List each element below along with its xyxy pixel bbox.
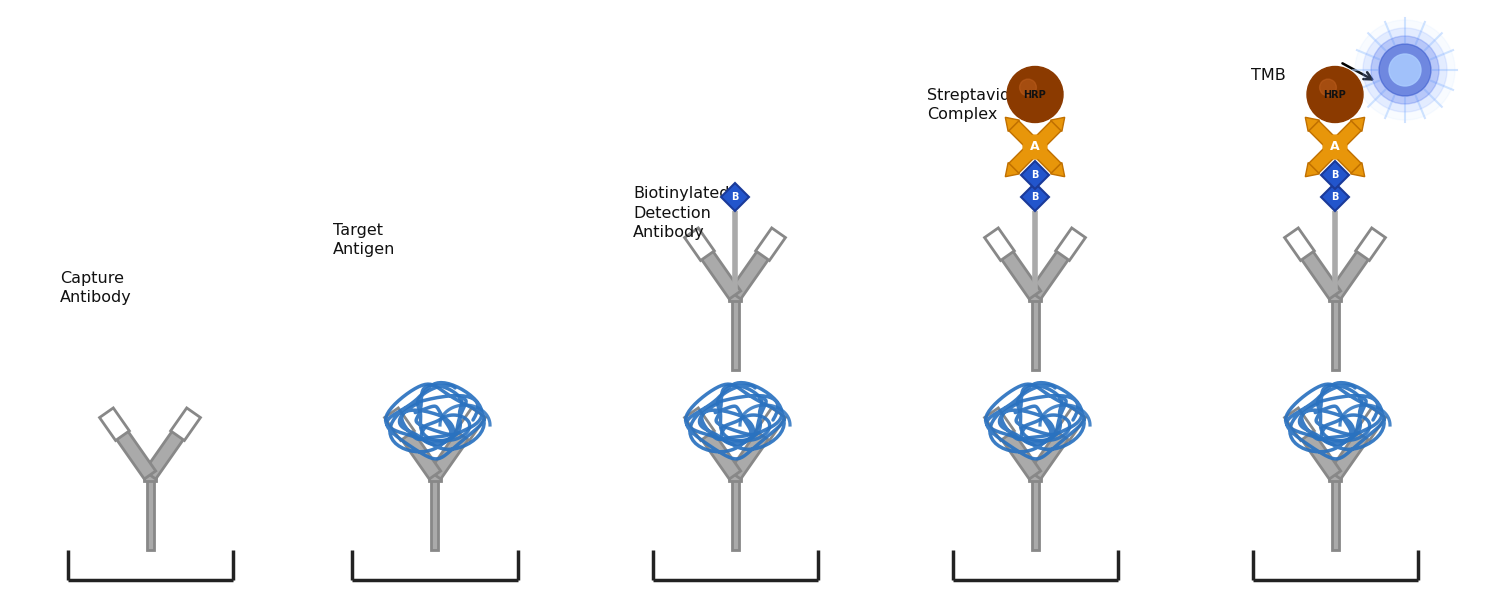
Bar (429, 426, 472, 479)
Text: A: A (1330, 140, 1340, 154)
Text: B: B (1032, 192, 1038, 202)
Bar (1284, 408, 1314, 440)
Bar (1332, 295, 1338, 370)
Polygon shape (1022, 183, 1048, 211)
Bar (1329, 246, 1372, 299)
Text: Capture
Antibody: Capture Antibody (60, 271, 132, 305)
Bar (698, 246, 741, 299)
Circle shape (1364, 28, 1448, 112)
Polygon shape (1322, 161, 1348, 189)
Polygon shape (1305, 163, 1320, 176)
Polygon shape (722, 183, 748, 211)
Text: Streptavidin-HRP
Complex: Streptavidin-HRP Complex (927, 88, 1064, 122)
Bar (729, 469, 741, 481)
Bar (684, 228, 714, 260)
Text: A: A (1030, 140, 1039, 154)
Polygon shape (1350, 118, 1365, 131)
Bar (147, 475, 153, 550)
Bar (1032, 475, 1038, 550)
Text: Biotinylated
Detection
Antibody: Biotinylated Detection Antibody (633, 185, 729, 240)
Bar (684, 408, 714, 440)
Text: HRP: HRP (1323, 89, 1347, 100)
Polygon shape (1050, 118, 1065, 131)
Bar (1029, 289, 1041, 301)
Bar (429, 469, 441, 481)
Bar (1029, 426, 1072, 479)
Polygon shape (1050, 163, 1065, 176)
Bar (171, 408, 201, 440)
Polygon shape (1030, 121, 1060, 152)
Bar (99, 408, 129, 440)
Bar (1329, 469, 1341, 481)
Bar (698, 426, 741, 479)
Bar (756, 408, 786, 440)
Bar (732, 295, 738, 370)
Circle shape (1378, 44, 1431, 96)
Bar (1056, 408, 1086, 440)
Circle shape (1306, 67, 1364, 122)
Polygon shape (1305, 118, 1320, 131)
Circle shape (1007, 67, 1064, 122)
Bar (729, 426, 772, 479)
Polygon shape (1030, 142, 1060, 173)
Bar (998, 246, 1041, 299)
Bar (1298, 246, 1341, 299)
Bar (144, 426, 188, 479)
Bar (456, 408, 486, 440)
Bar (1356, 228, 1386, 260)
Bar (1329, 426, 1372, 479)
Bar (756, 228, 786, 260)
Bar (1029, 246, 1072, 299)
Bar (1329, 289, 1341, 301)
Circle shape (1320, 79, 1336, 96)
Text: B: B (732, 192, 738, 202)
Bar (729, 246, 772, 299)
Circle shape (1323, 135, 1347, 159)
Bar (112, 426, 156, 479)
Circle shape (1389, 54, 1420, 86)
Bar (1029, 469, 1041, 481)
Polygon shape (1010, 121, 1040, 152)
Polygon shape (1330, 121, 1360, 152)
Text: B: B (1332, 170, 1338, 180)
Text: B: B (1032, 170, 1038, 180)
Polygon shape (1322, 183, 1348, 211)
Polygon shape (1350, 163, 1365, 176)
Circle shape (1023, 135, 1047, 159)
Bar (144, 469, 156, 481)
Bar (984, 228, 1014, 260)
Bar (1056, 228, 1086, 260)
Bar (1032, 295, 1038, 370)
Polygon shape (1022, 161, 1048, 189)
Bar (1356, 408, 1386, 440)
Polygon shape (1005, 163, 1020, 176)
Bar (998, 426, 1041, 479)
Polygon shape (1010, 142, 1040, 173)
Text: Target
Antigen: Target Antigen (333, 223, 396, 257)
Polygon shape (1330, 142, 1360, 173)
Text: HRP: HRP (1023, 89, 1047, 100)
Bar (984, 408, 1014, 440)
Bar (732, 475, 738, 550)
Bar (1332, 475, 1338, 550)
Text: TMB: TMB (1251, 67, 1286, 82)
Bar (1298, 426, 1341, 479)
Circle shape (1371, 36, 1438, 104)
Bar (432, 475, 438, 550)
Text: B: B (1332, 192, 1338, 202)
Polygon shape (1005, 118, 1020, 131)
Bar (384, 408, 414, 440)
Bar (729, 289, 741, 301)
Circle shape (1020, 79, 1036, 96)
Polygon shape (1310, 142, 1340, 173)
Circle shape (1354, 20, 1455, 120)
Bar (398, 426, 441, 479)
Bar (1284, 228, 1314, 260)
Polygon shape (1310, 121, 1340, 152)
